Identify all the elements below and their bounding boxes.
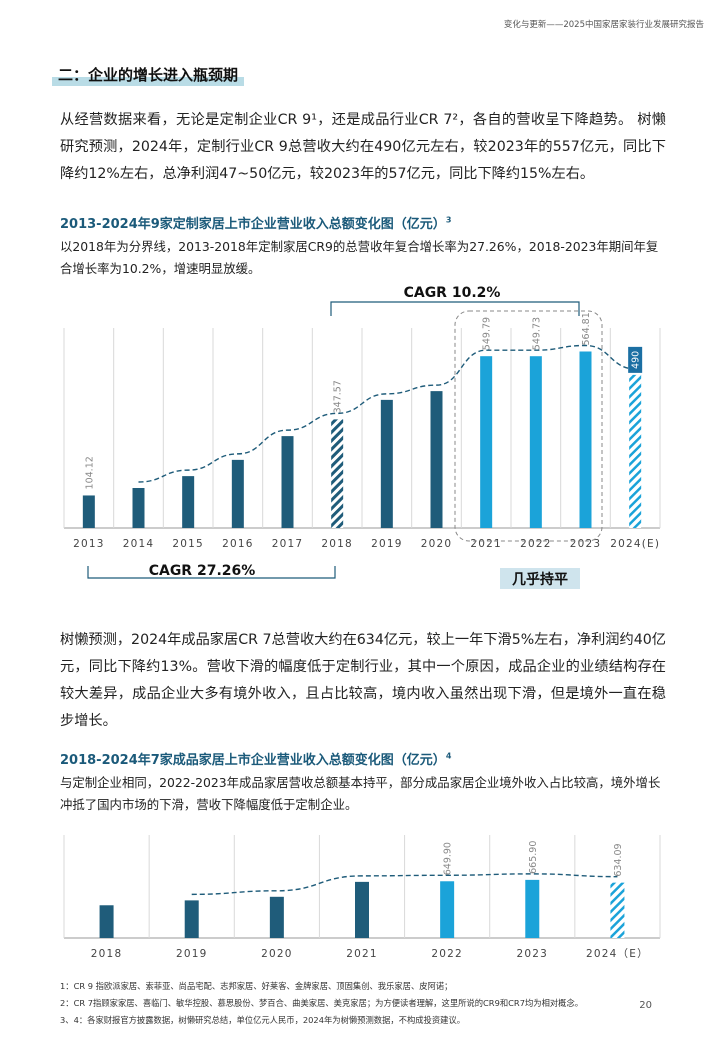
value-label-2018: 347.57: [333, 380, 344, 413]
chart1-trend: [138, 344, 636, 483]
section-title-text: 二：企业的增长进入瓶颈期: [58, 66, 239, 84]
bar-2022: [529, 356, 542, 528]
tick-2020: 2020: [421, 538, 453, 550]
cagr-right-label: CAGR 10.2%: [404, 285, 501, 301]
chart2-tick-labels: 2018 2019 2020 2021 2022 2023 2024（E）: [91, 948, 649, 960]
title-highlight: [52, 77, 245, 86]
tick-2014: 2014: [123, 538, 155, 550]
tick-2013: 2013: [73, 538, 105, 550]
bar-2024(E): [629, 374, 642, 528]
value-label-2023: 665.90: [528, 841, 539, 874]
flat-label-bg: [500, 568, 580, 589]
footnote-2: 2：CR 7指顾家家居、喜临门、敏华控股、慕思股份、梦百合、曲美家居、美克家居；…: [60, 998, 584, 1008]
value-tag-bg: [628, 346, 643, 373]
value-label-2024（E）: 634.09: [613, 843, 624, 876]
chart2-title-sup: 4: [445, 751, 452, 761]
tick-2022: 2022: [520, 538, 552, 550]
trend-line: [191, 873, 618, 896]
running-header: 变化与更新——2025中国家居家装行业发展研究报告: [503, 20, 704, 30]
tick-2023: 2023: [517, 948, 549, 960]
cagr-right-bracket: [330, 301, 580, 316]
flat-period-box: [454, 310, 603, 542]
chart1-value-labels: 104.12 347.57 549.79 549.73 564.81 490: [84, 312, 643, 489]
chart2-trend: [191, 873, 618, 896]
bar-2013: [82, 495, 95, 528]
section-title: 二：企业的增长进入瓶颈期: [52, 63, 245, 86]
bar-2017: [281, 436, 294, 528]
bar-2024（E）: [610, 882, 625, 938]
chart1-tick-labels: 2013 2014 2015 2016 2017 2018 2019 2020 2021 2022…: [73, 538, 660, 550]
bar-2016: [231, 459, 244, 528]
value-label-2021: 549.79: [482, 317, 493, 350]
tick-2018: 2018: [91, 948, 123, 960]
chart1-grid: [63, 328, 661, 529]
page-number: 20: [639, 1000, 652, 1011]
chart1-bars: [82, 351, 642, 528]
tick-2019: 2019: [371, 538, 403, 550]
flat-label: 几乎持平: [512, 571, 568, 588]
trend-line: [138, 344, 636, 483]
bar-2015: [182, 476, 195, 528]
tick-2021: 2021: [346, 948, 378, 960]
tick-2021: 2021: [470, 538, 502, 550]
value-label-2022: 549.73: [531, 317, 542, 350]
bar-2018: [99, 905, 114, 938]
chart2-title: 2018-2024年7家成品家居上市企业营业收入总额变化图（亿元）4: [60, 749, 451, 768]
tick-2020: 2020: [261, 948, 293, 960]
cagr-left-label: CAGR 27.26%: [149, 563, 256, 579]
tick-2019: 2019: [176, 948, 208, 960]
bar-2021: [480, 356, 493, 528]
tick-2017: 2017: [272, 538, 304, 550]
tick-2022: 2022: [431, 948, 463, 960]
bar-2020: [430, 391, 443, 528]
bar-2023: [525, 879, 540, 938]
chart1-description: 以2018年为分界线，2013-2018年定制家居CR9的总营收年复合增长率为2…: [60, 239, 659, 276]
footnote-1: 1：CR 9 指欧派家居、索菲亚、尚品宅配、志邦家居、好莱客、金牌家居、顶固集创…: [60, 981, 453, 991]
bar-2014: [132, 488, 145, 528]
bar-2019: [380, 399, 393, 528]
chart2-title-text: 2018-2024年7家成品家居上市企业营业收入总额变化图（亿元）: [60, 753, 446, 768]
chart2-description: 与定制企业相同，2022-2023年成品家居营收总额基本持平，部分成品家居企业境…: [60, 775, 661, 812]
chart2-svg: 649.90 665.90 634.09 2018 2019 2020 2021 2022 2…: [63, 835, 661, 960]
tick-2016: 2016: [222, 538, 254, 550]
chart1-title-text: 2013-2024年9家定制家居上市企业营业收入总额变化图（亿元）: [60, 217, 446, 232]
value-label-2022: 649.90: [443, 842, 454, 875]
chart2-value-labels: 649.90 665.90 634.09: [443, 841, 624, 877]
tick-2024(E): 2024(E): [610, 538, 660, 550]
value-label-2023: 564.81: [581, 312, 592, 345]
bar-2018: [331, 419, 344, 528]
bar-2022: [440, 881, 455, 938]
tick-2023: 2023: [570, 538, 602, 550]
bar-2023: [579, 351, 592, 528]
chart1-title: 2013-2024年9家定制家居上市企业营业收入总额变化图（亿元）3: [60, 213, 451, 232]
bar-2020: [269, 896, 284, 938]
value-label-2024(E): 490: [631, 351, 642, 369]
paragraph-2: 树懒预测，2024年成品家居CR 7总营收大约在634亿元，较上一年下滑5%左右…: [60, 632, 666, 729]
cagr-left-bracket: [87, 566, 336, 579]
tick-2018: 2018: [321, 538, 353, 550]
tick-2024（E）: 2024（E）: [586, 948, 649, 960]
chart2-bars: [99, 879, 625, 938]
paragraph-1: 从经营数据来看，无论是定制企业CR 9¹，还是成品行业CR 7²，各自的营收呈下…: [60, 112, 666, 182]
footnote-3: 3、4：各家财报官方披露数据，树懒研究总结，单位亿元人民币，2024年为树懒预测…: [60, 1015, 466, 1025]
bar-2021: [355, 881, 369, 938]
value-label-2013: 104.12: [84, 456, 95, 489]
bar-2019: [184, 900, 199, 938]
tick-2015: 2015: [172, 538, 204, 550]
chart1-title-sup: 3: [445, 215, 452, 225]
